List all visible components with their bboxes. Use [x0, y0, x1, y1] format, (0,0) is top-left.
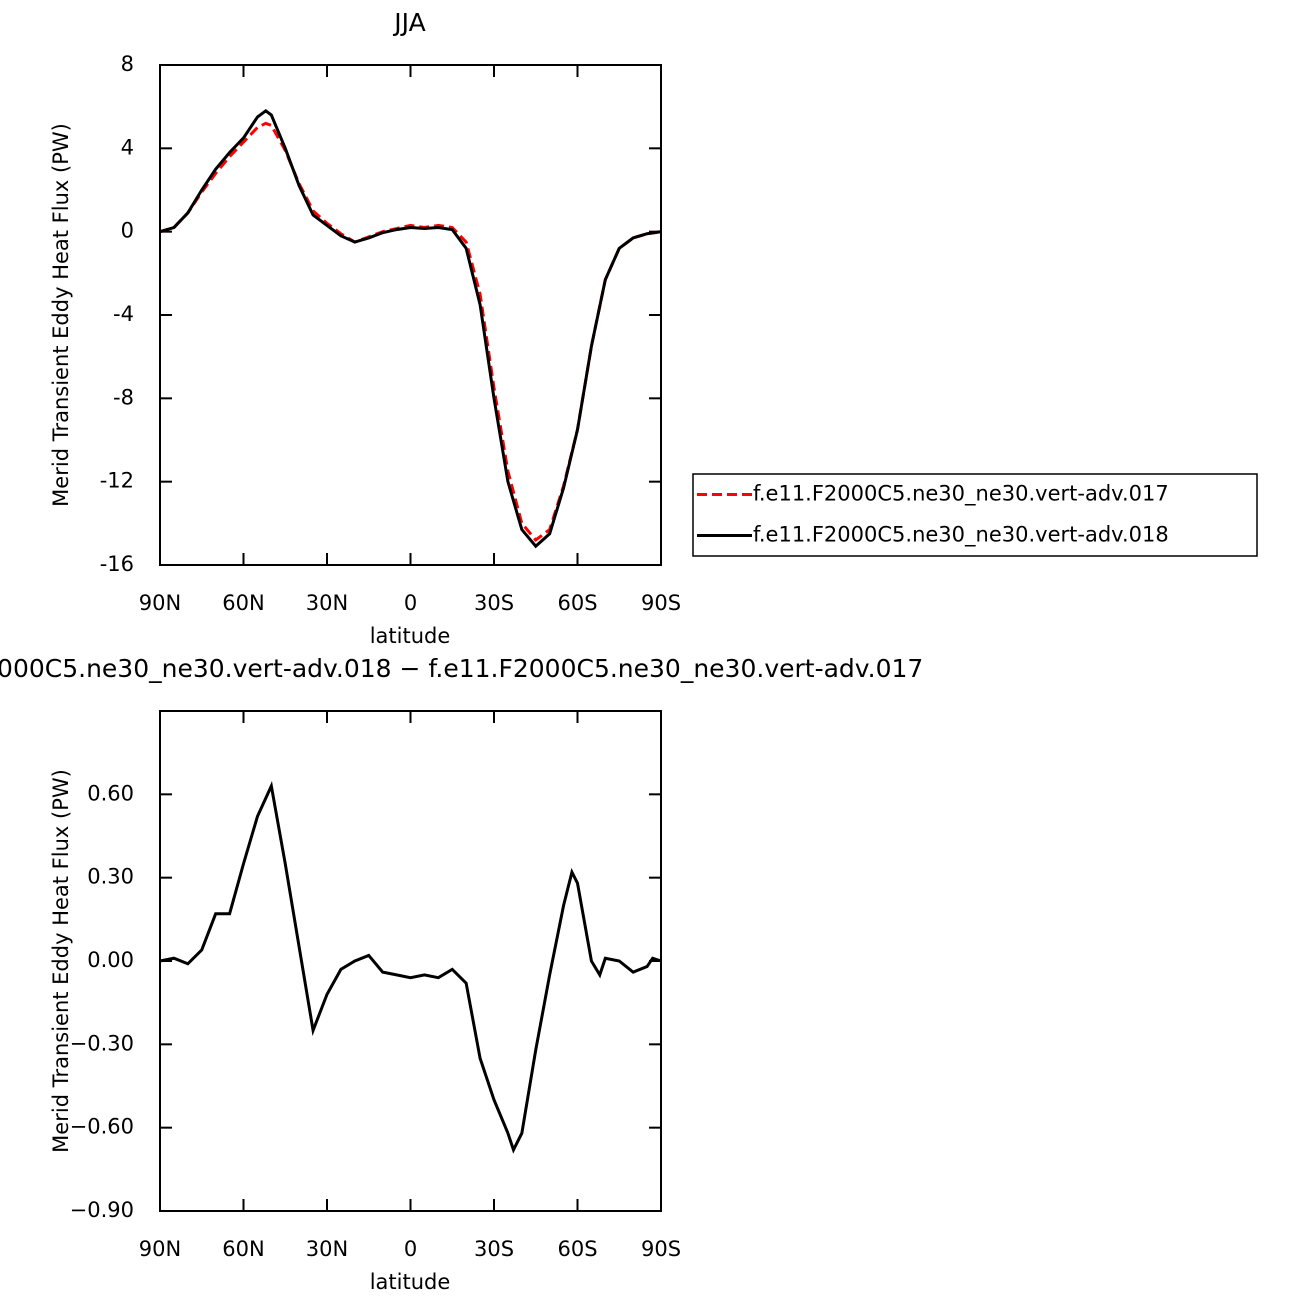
x-tick-label: 60N — [222, 591, 264, 615]
x-tick-label: 90N — [139, 1237, 181, 1261]
plot-frame — [159, 710, 662, 1212]
y-tick-label: −0.90 — [70, 1198, 134, 1222]
y-tick-label: 0.00 — [87, 948, 134, 972]
y-tick-label: -4 — [113, 302, 134, 326]
legend-box — [692, 473, 1258, 557]
data-line — [159, 780, 662, 1154]
legend-label: f.e11.F2000C5.ne30_ne30.vert-adv.018 — [753, 523, 1169, 548]
y-tick-label: −0.30 — [70, 1031, 134, 1055]
y-axis-label: Merid Transient Eddy Heat Flux (PW) — [49, 123, 73, 507]
x-tick-label: 30N — [306, 1237, 348, 1261]
x-tick-label: 90N — [139, 591, 181, 615]
x-tick-label: 90S — [641, 591, 681, 615]
x-axis-label: latitude — [370, 624, 451, 648]
x-tick-label: 0 — [404, 1237, 417, 1261]
y-axis-label: Merid Transient Eddy Heat Flux (PW) — [49, 769, 73, 1153]
x-tick-label: 30S — [474, 591, 514, 615]
x-axis-label: latitude — [370, 1270, 451, 1294]
y-tick-label: 8 — [121, 52, 134, 76]
y-tick-label: -16 — [100, 552, 134, 576]
data-line — [159, 108, 662, 549]
x-tick-label: 30S — [474, 1237, 514, 1261]
x-tick-label: 60S — [557, 1237, 597, 1261]
plot-frame — [159, 64, 662, 566]
x-tick-label: 0 — [404, 591, 417, 615]
data-line — [159, 121, 662, 543]
chart-title: f.e11.F2000C5.ne30_ne30.vert-adv.018 − f… — [0, 654, 923, 683]
x-tick-label: 60S — [557, 591, 597, 615]
y-tick-label: −0.60 — [70, 1115, 134, 1139]
chart-title: JJA — [392, 8, 425, 37]
x-tick-label: 90S — [641, 1237, 681, 1261]
y-tick-label: 0 — [121, 219, 134, 243]
y-tick-label: 0.30 — [87, 865, 134, 889]
y-tick-label: -8 — [113, 385, 134, 409]
legend-label: f.e11.F2000C5.ne30_ne30.vert-adv.017 — [753, 482, 1169, 507]
x-tick-label: 30N — [306, 591, 348, 615]
x-tick-label: 60N — [222, 1237, 264, 1261]
y-tick-label: -12 — [100, 469, 134, 493]
y-tick-label: 4 — [121, 135, 134, 159]
y-tick-label: 0.60 — [87, 781, 134, 805]
